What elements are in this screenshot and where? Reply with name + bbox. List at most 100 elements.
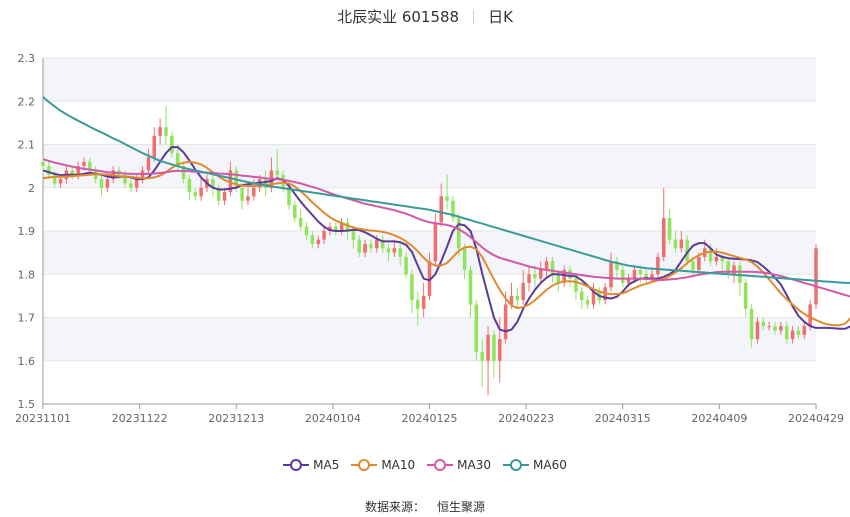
- candle-body: [216, 187, 221, 201]
- legend-item-ma60[interactable]: MA60: [503, 458, 567, 472]
- candle-body: [439, 196, 443, 223]
- legend-item-ma30[interactable]: MA30: [427, 458, 491, 472]
- x-tick-label: 20240429: [788, 412, 844, 425]
- candle-body: [656, 256, 660, 275]
- legend-label: MA60: [533, 458, 567, 472]
- candle-body: [240, 187, 244, 201]
- candle-body: [580, 291, 584, 301]
- candle-body: [228, 170, 233, 193]
- candle-body: [246, 196, 250, 201]
- source-name: 恒生聚源: [437, 500, 486, 514]
- period-label[interactable]: 日K: [488, 8, 513, 26]
- candle-body: [293, 205, 297, 219]
- candle-body: [802, 326, 807, 335]
- y-tick-label: 1.7: [18, 312, 36, 325]
- candle-body: [357, 239, 361, 253]
- y-tick-label: 2.3: [18, 52, 36, 65]
- x-tick-label: 20240125: [402, 412, 458, 425]
- candle-body: [298, 218, 303, 227]
- candle-body: [158, 127, 162, 136]
- candle-body: [638, 269, 643, 275]
- candle-body: [322, 231, 326, 240]
- legend-label: MA10: [381, 458, 416, 472]
- y-tick-label: 2.1: [18, 139, 36, 152]
- candle-body: [644, 274, 648, 279]
- candle-body: [252, 187, 256, 197]
- candle-body: [47, 166, 51, 175]
- candle-body: [609, 261, 613, 288]
- x-tick-label: 20240315: [595, 412, 651, 425]
- candle-body: [263, 179, 268, 188]
- candle-body: [76, 166, 80, 175]
- candlestick-chart: 2.32.22.121.91.81.71.61.5 20231101 202311…: [15, 52, 850, 425]
- candle-body: [99, 179, 104, 188]
- candle-body: [392, 248, 397, 253]
- candle-body: [328, 226, 332, 231]
- candle-body: [275, 170, 279, 175]
- candle-body: [175, 153, 180, 167]
- legend-item-ma5[interactable]: MA5: [283, 458, 339, 472]
- candle-body: [222, 192, 227, 201]
- candle-body: [650, 274, 654, 279]
- candle-body: [105, 179, 110, 188]
- line-ma60: [42, 96, 850, 284]
- candle-body: [720, 256, 725, 262]
- candle-body: [445, 196, 449, 201]
- candle-body: [667, 218, 672, 240]
- y-tick-label: 2: [28, 182, 35, 195]
- candle-body: [88, 161, 92, 171]
- candle-body: [673, 239, 678, 249]
- x-tick-label: 20240223: [498, 412, 554, 425]
- data-source: 数据来源： 恒生聚源: [0, 498, 850, 515]
- candle-body: [462, 248, 467, 270]
- candle-body: [732, 265, 736, 275]
- candle-body: [486, 334, 490, 361]
- candle-body: [661, 218, 666, 257]
- candle-body: [697, 256, 701, 270]
- candle-body: [691, 261, 695, 270]
- candle-body: [170, 135, 174, 154]
- candle-body: [533, 274, 537, 279]
- candles: [41, 105, 818, 396]
- candle-body: [304, 226, 309, 236]
- candle-body: [457, 218, 461, 249]
- candle-body: [123, 174, 127, 184]
- candle-body: [544, 261, 549, 270]
- grid-band: [43, 144, 816, 188]
- candle-body: [480, 352, 484, 361]
- candle-body: [380, 239, 385, 249]
- candle-body: [708, 248, 713, 262]
- candle-body: [52, 174, 57, 184]
- legend-item-ma10[interactable]: MA10: [351, 458, 415, 472]
- y-tick-label: 2.2: [18, 95, 36, 108]
- candle-body: [451, 200, 455, 219]
- source-label: 数据来源：: [364, 500, 425, 514]
- candle-body: [398, 248, 402, 257]
- candle-body: [427, 261, 432, 296]
- x-tick-label: 20231213: [208, 412, 264, 425]
- legend-label: MA5: [313, 458, 340, 472]
- line-ma10: [42, 160, 850, 327]
- x-tick-label: 20231101: [15, 412, 71, 425]
- candle-body: [58, 179, 63, 184]
- candle-body: [375, 239, 379, 249]
- legend-label: MA30: [457, 458, 492, 472]
- candle-body: [503, 304, 508, 340]
- candle-body: [755, 321, 760, 340]
- legend-marker-icon: [427, 459, 454, 471]
- y-tick-label: 1.6: [18, 355, 36, 368]
- x-tick-label: 20231122: [112, 412, 168, 425]
- candle-body: [796, 330, 801, 335]
- candle-body: [767, 326, 771, 328]
- candle-body: [779, 326, 783, 331]
- candle-body: [726, 261, 730, 275]
- candle-body: [814, 248, 818, 305]
- candle-body: [339, 222, 344, 231]
- candle-body: [351, 231, 356, 240]
- candle-body: [146, 157, 151, 171]
- candle-body: [550, 261, 555, 275]
- candle-body: [410, 274, 414, 301]
- candle-body: [562, 269, 566, 283]
- candle-body: [749, 308, 754, 340]
- candle-body: [468, 269, 473, 305]
